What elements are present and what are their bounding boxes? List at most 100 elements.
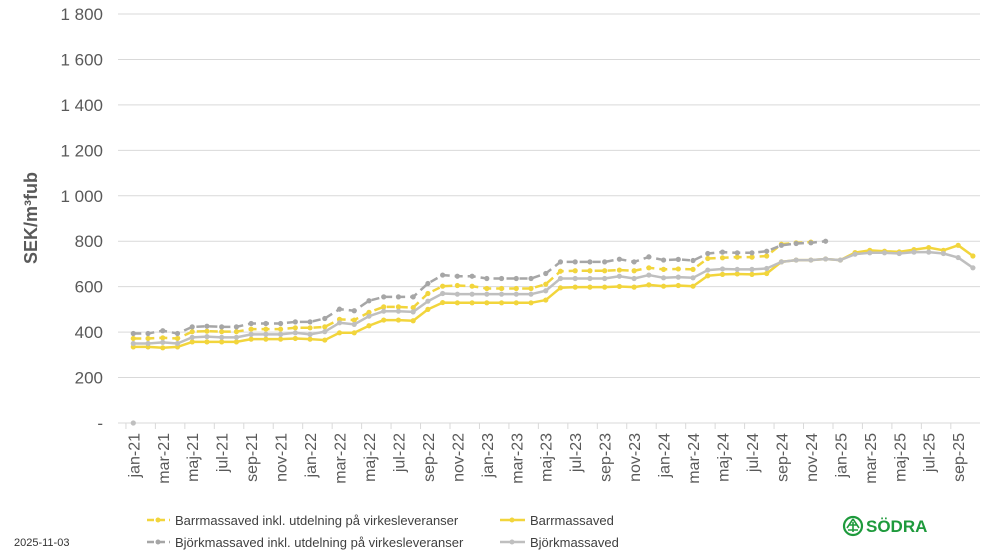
data-point <box>778 259 785 265</box>
data-point <box>602 259 608 265</box>
data-point <box>278 336 284 342</box>
series-lines <box>130 238 976 426</box>
data-point <box>513 275 519 282</box>
x-axis: jan-21 mar-21 maj-21 jul-21 sep-21 nov-21 jan-… <box>118 422 980 484</box>
x-tick-label: sep-23 <box>598 433 615 482</box>
legend-label: Barrmassaved inkl. utdelning på virkesle… <box>175 513 459 528</box>
data-point <box>660 266 667 272</box>
data-point <box>602 284 608 290</box>
data-point <box>719 255 726 261</box>
data-point <box>366 298 372 304</box>
data-point <box>130 330 136 337</box>
data-point <box>189 339 195 345</box>
data-point <box>440 283 446 289</box>
data-point <box>233 334 240 340</box>
data-point <box>484 285 490 292</box>
series-line <box>133 239 826 335</box>
data-point <box>307 325 313 331</box>
data-point <box>660 283 667 289</box>
x-tick-label: jul-22 <box>391 433 408 473</box>
data-point <box>587 259 593 265</box>
y-tick-label: 1 200 <box>60 141 103 160</box>
data-point <box>469 300 475 306</box>
series-0 <box>130 239 814 342</box>
x-tick-label: maj-21 <box>185 433 202 482</box>
data-point <box>734 250 740 256</box>
data-point <box>322 329 328 335</box>
legend-item-bjork-incl: Björkmassaved inkl. utdelning på virkesl… <box>147 535 464 550</box>
data-point <box>616 283 622 290</box>
data-point <box>130 420 136 426</box>
data-point <box>970 253 976 259</box>
x-tick-label: sep-21 <box>244 433 261 482</box>
data-point <box>587 284 593 290</box>
x-tick-label: mar-22 <box>333 433 350 484</box>
data-point <box>764 253 770 259</box>
data-point <box>469 291 475 297</box>
data-point <box>248 331 254 337</box>
data-point <box>410 304 416 311</box>
data-point <box>381 317 387 323</box>
data-point <box>778 242 785 248</box>
data-point <box>130 340 136 347</box>
data-point <box>572 284 578 290</box>
legend-item-barr-incl: Barrmassaved inkl. utdelning på virkesle… <box>147 513 459 528</box>
x-tick-label: maj-22 <box>362 433 379 482</box>
data-point <box>513 285 519 292</box>
x-tick-label: jan-21 <box>126 433 143 479</box>
data-point <box>602 268 608 274</box>
data-point <box>749 254 755 260</box>
data-point <box>204 339 210 345</box>
data-point <box>219 329 225 335</box>
data-point <box>233 339 240 345</box>
data-point <box>764 265 770 272</box>
data-point <box>881 250 888 256</box>
x-tick-label: sep-22 <box>421 433 438 482</box>
data-point <box>660 257 667 263</box>
data-point <box>926 244 932 251</box>
data-point <box>498 291 505 297</box>
x-tick-label: jul-21 <box>215 433 232 473</box>
data-point <box>248 326 254 332</box>
y-tick-label: 1 400 <box>60 96 103 115</box>
y-tick-label: 800 <box>75 232 103 251</box>
data-point <box>174 335 181 342</box>
legend-label: Björkmassaved <box>530 535 619 550</box>
data-point <box>793 257 799 263</box>
data-point <box>263 320 269 327</box>
data-point <box>292 319 298 325</box>
data-point <box>351 317 357 323</box>
data-point <box>616 273 622 279</box>
data-point <box>263 331 269 337</box>
x-tick-label: jul-24 <box>745 433 762 473</box>
x-tick-label: mar-23 <box>509 433 526 484</box>
data-point <box>336 320 343 326</box>
data-point <box>719 249 726 255</box>
data-point <box>484 275 490 282</box>
x-tick-label: jan-25 <box>833 433 850 479</box>
x-tick-label: jul-25 <box>922 433 939 473</box>
x-tick-label: jan-22 <box>303 433 320 479</box>
x-tick-label: jan-23 <box>480 433 497 479</box>
data-point <box>351 321 357 327</box>
data-point <box>322 315 328 322</box>
legend-label: Barrmassaved <box>530 513 614 528</box>
data-point <box>675 256 681 262</box>
data-point <box>631 268 637 274</box>
data-point <box>278 320 284 327</box>
data-point <box>292 330 298 336</box>
data-point <box>808 240 814 246</box>
data-point <box>160 335 166 341</box>
data-point <box>189 334 195 340</box>
y-tick-label: - <box>97 414 103 433</box>
data-point <box>395 317 402 323</box>
data-point <box>145 330 151 337</box>
data-point <box>381 304 387 310</box>
data-point <box>675 266 681 272</box>
data-point <box>425 306 431 312</box>
data-point <box>557 268 564 274</box>
data-point <box>764 248 770 254</box>
data-point <box>410 294 416 300</box>
data-point <box>587 268 593 274</box>
